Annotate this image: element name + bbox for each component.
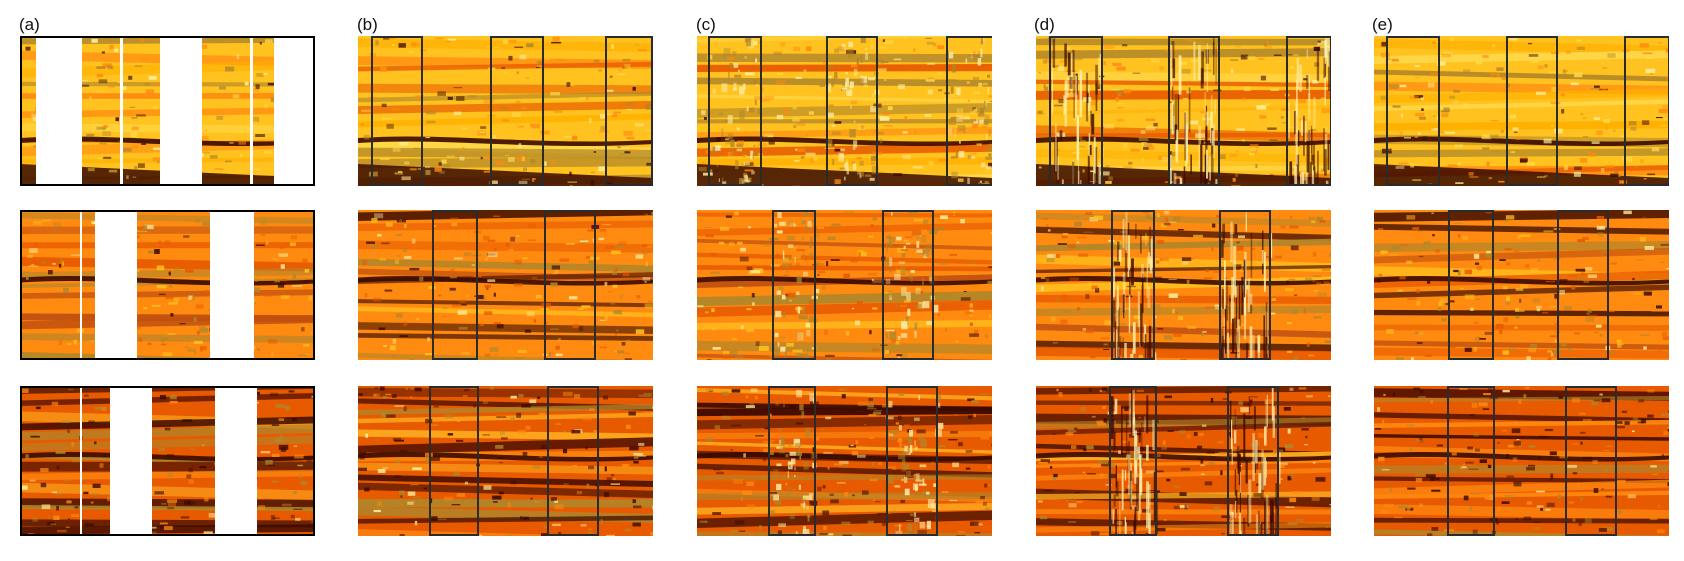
seismic-image [1374, 36, 1669, 186]
reconstructed-region-box [547, 386, 599, 536]
missing-trace-mask [36, 36, 82, 186]
reconstructed-region-box [1448, 210, 1494, 360]
reconstructed-region-box [432, 210, 478, 360]
panel-a-row-2 [20, 210, 315, 360]
missing-trace-mask [274, 36, 315, 186]
reconstructed-region-box [490, 36, 544, 186]
panel-b-row-2 [358, 210, 653, 360]
seismic-image [20, 210, 315, 360]
panel-c-row-1 [697, 36, 992, 186]
reconstructed-region-box [1386, 36, 1440, 186]
reconstructed-region-box [708, 36, 762, 186]
reconstructed-region-box [946, 36, 992, 186]
seismic-image [358, 36, 653, 186]
panel-d-row-1 [1036, 36, 1331, 186]
reconstructed-region-box [371, 36, 423, 186]
reconstructed-region-box [1286, 36, 1331, 186]
missing-trace-mask [110, 386, 152, 536]
seismic-image [20, 386, 315, 536]
seismic-image [1036, 210, 1331, 360]
panel-b-row-1 [358, 36, 653, 186]
reconstructed-region-box [1565, 386, 1617, 536]
seismic-image [1374, 386, 1669, 536]
reconstructed-region-box [1111, 210, 1155, 360]
reconstructed-region-box [1506, 36, 1558, 186]
reconstructed-region-box [1168, 36, 1220, 186]
panel-d-row-3 [1036, 386, 1331, 536]
reconstructed-region-box [1049, 36, 1103, 186]
seismic-image [1036, 36, 1331, 186]
panel-frame [20, 386, 315, 536]
panel-e-row-2 [1374, 210, 1669, 360]
reconstructed-region-box [1624, 36, 1669, 186]
reconstructed-region-box [544, 210, 596, 360]
panel-e-row-1 [1374, 36, 1669, 186]
reconstructed-region-box [1227, 386, 1279, 536]
seismic-image [697, 36, 992, 186]
seismic-image [697, 210, 992, 360]
reconstructed-region-box [1447, 386, 1495, 536]
seismic-image [358, 386, 653, 536]
reconstructed-region-box [1219, 210, 1271, 360]
column-label-d: (d) [1034, 15, 1055, 34]
column-label-c: (c) [696, 15, 716, 34]
missing-trace-mask [210, 210, 254, 360]
reconstructed-region-box [429, 386, 479, 536]
panel-a-row-1 [20, 36, 315, 186]
seismic-image [358, 210, 653, 360]
reconstructed-region-box [772, 210, 816, 360]
seismic-image [1036, 386, 1331, 536]
panel-c-row-3 [697, 386, 992, 536]
panel-b-row-3 [358, 386, 653, 536]
panel-c-row-2 [697, 210, 992, 360]
panel-d-row-2 [1036, 210, 1331, 360]
column-label-a: (a) [19, 15, 40, 34]
seismic-image [697, 386, 992, 536]
missing-trace-mask [95, 210, 137, 360]
missing-trace-mask [160, 36, 202, 186]
reconstructed-region-box [1109, 386, 1157, 536]
reconstructed-region-box [882, 210, 934, 360]
reconstructed-region-box [768, 386, 816, 536]
panel-frame [20, 36, 315, 186]
reconstructed-region-box [886, 386, 938, 536]
column-label-e: (e) [1372, 15, 1393, 34]
reconstructed-region-box [605, 36, 653, 186]
column-label-b: (b) [357, 15, 378, 34]
seismic-image [20, 36, 315, 186]
reconstructed-region-box [826, 36, 878, 186]
panel-a-row-3 [20, 386, 315, 536]
seismic-image [1374, 210, 1669, 360]
panel-frame [20, 210, 315, 360]
reconstructed-region-box [1557, 210, 1609, 360]
panel-e-row-3 [1374, 386, 1669, 536]
